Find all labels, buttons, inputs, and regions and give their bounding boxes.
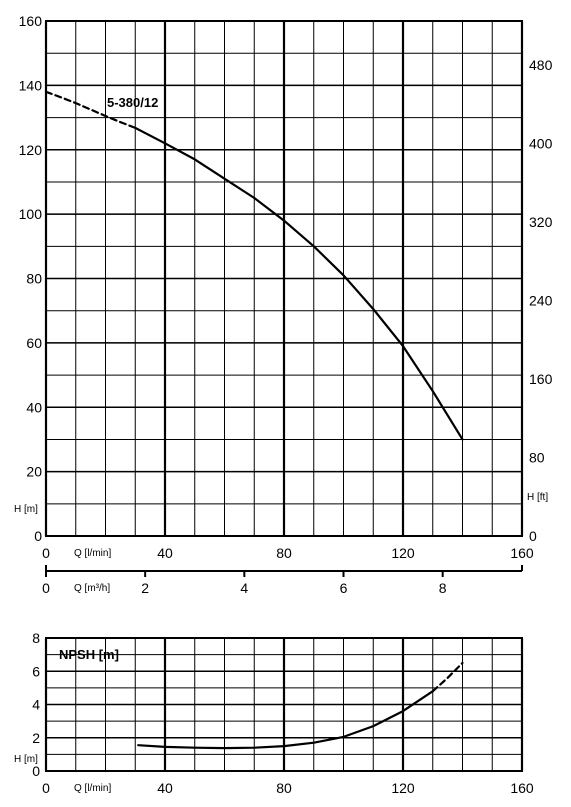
- head-chart-curve-label: 5-380/12: [107, 95, 158, 110]
- head-chart-y-right-tick-label: 0: [529, 528, 537, 544]
- npsh-chart-x-tick-label: 0: [42, 780, 50, 796]
- npsh-chart-x-tick-label: 160: [510, 780, 534, 796]
- head-chart-x-tick-label: 120: [391, 545, 415, 561]
- head-chart-y-right-tick-label: 320: [529, 214, 553, 230]
- head-chart-y-right-tick-label: 80: [529, 450, 545, 466]
- npsh-chart-series-line-0: [137, 690, 434, 750]
- head-chart-frame: [45, 20, 523, 537]
- head-chart-y-right-tick-label: 160: [529, 371, 553, 387]
- head-chart-y-tick-label: 20: [26, 464, 42, 480]
- npsh-chart-x-tick-label: 40: [157, 780, 173, 796]
- npsh-chart-series-line-1: [431, 661, 464, 693]
- head-chart-y-right-label: H [ft]: [527, 492, 548, 503]
- npsh-chart-y-left-label: H [m]: [14, 754, 38, 765]
- npsh-chart-x-tick-label: 80: [276, 780, 292, 796]
- head-chart-y-tick-label: 0: [34, 528, 42, 544]
- flow-m3h-tick-label: 0: [42, 580, 50, 596]
- head-chart-y-tick-label: 60: [26, 335, 42, 351]
- head-chart-x-tick-label: 160: [510, 545, 534, 561]
- head-chart-x-tick-label: 80: [276, 545, 292, 561]
- head-chart-y-left-label: H [m]: [14, 504, 38, 515]
- npsh-chart-y-tick-label: 0: [32, 763, 40, 779]
- head-chart-y-tick-label: 100: [19, 206, 43, 222]
- flow-m3h-tick-label: 4: [240, 580, 248, 596]
- npsh-chart-frame: [45, 637, 523, 772]
- npsh-chart-y-tick-label: 2: [32, 730, 40, 746]
- npsh-chart-x-tick-label: 120: [391, 780, 415, 796]
- head-chart-y-tick-label: 140: [19, 77, 43, 93]
- flow-m3h-tick-label: 2: [141, 580, 149, 596]
- head-chart-series-line-0: [44, 90, 137, 130]
- flow-m3h-unit-label: Q [m³/h]: [74, 583, 110, 594]
- flow-m3h-tick-label: 8: [439, 580, 447, 596]
- head-chart-series-line-1: [134, 126, 464, 441]
- npsh-chart-y-tick-label: 4: [32, 697, 40, 713]
- head-chart-y-right-tick-label: 400: [529, 136, 553, 152]
- head-chart-x-unit-label: Q [l/min]: [74, 548, 111, 559]
- flow-m3h-tick-label: 6: [340, 580, 348, 596]
- head-chart-y-right-tick-label: 240: [529, 293, 553, 309]
- head-chart-x-tick-label: 40: [157, 545, 173, 561]
- head-chart-y-tick-label: 80: [26, 271, 42, 287]
- npsh-chart-x-unit-label: Q [l/min]: [74, 783, 111, 794]
- npsh-chart-y-tick-label: 6: [32, 663, 40, 679]
- head-chart-x-tick-label: 0: [42, 545, 50, 561]
- head-chart-y-tick-label: 40: [26, 399, 42, 415]
- npsh-chart-y-tick-label: 8: [32, 630, 40, 646]
- head-chart-y-tick-label: 120: [19, 142, 43, 158]
- head-chart-y-tick-label: 160: [19, 13, 43, 29]
- npsh-chart-curve-label: NPSH [m]: [59, 647, 119, 662]
- head-chart-y-right-tick-label: 480: [529, 57, 553, 73]
